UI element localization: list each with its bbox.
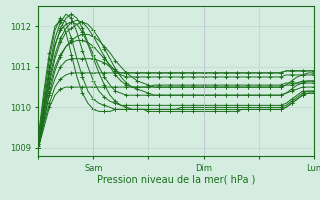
X-axis label: Pression niveau de la mer( hPa ): Pression niveau de la mer( hPa ) bbox=[97, 174, 255, 184]
